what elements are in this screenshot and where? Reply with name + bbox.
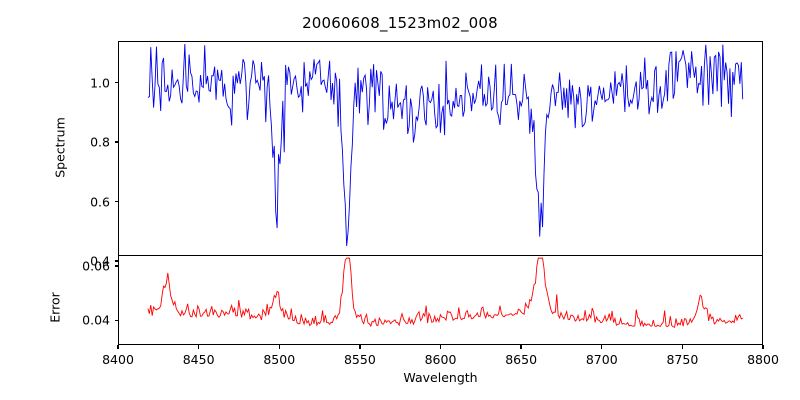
spectrum-ytick-mark xyxy=(114,200,118,203)
error-ytick-mark xyxy=(114,265,118,267)
spectrum-ytick-label: 0.4 xyxy=(90,253,110,269)
x-tick-mark xyxy=(601,345,603,349)
x-axis-label: Wavelength xyxy=(403,370,478,385)
x-tick-label: 8800 xyxy=(747,352,779,367)
spectrum-plot-line xyxy=(119,42,762,255)
spectrum-axes xyxy=(118,41,763,255)
x-tick-label: 8600 xyxy=(424,352,457,367)
x-tick-label: 8700 xyxy=(585,352,618,367)
x-tick-mark xyxy=(278,345,280,349)
x-tick-mark xyxy=(762,345,764,349)
x-tick-label: 8450 xyxy=(182,352,215,367)
spectrum-y-axis-label: Spectrum xyxy=(52,117,68,178)
spectrum-ytick-label: 0.8 xyxy=(90,134,110,150)
chart-title: 20060608_1523m02_008 xyxy=(302,14,498,32)
x-tick-label: 8500 xyxy=(263,352,296,367)
spectrum-ytick-label: 1.0 xyxy=(90,75,110,91)
spectrum-ytick-mark xyxy=(114,260,118,262)
x-tick-label: 8750 xyxy=(666,352,699,367)
x-tick-mark xyxy=(520,345,522,349)
x-tick-mark xyxy=(197,345,200,349)
error-ytick-label: 0.06 xyxy=(82,258,110,274)
error-plot-line xyxy=(119,256,762,344)
spectrum-ytick-mark xyxy=(114,81,118,84)
error-axes xyxy=(118,255,763,345)
x-tick-label: 8400 xyxy=(102,352,134,367)
x-tick-mark xyxy=(681,345,684,349)
x-tick-label: 8650 xyxy=(505,352,538,367)
error-ytick-mark xyxy=(114,319,118,322)
x-tick-mark xyxy=(439,345,442,349)
spectrum-ytick-label: 0.6 xyxy=(90,194,110,209)
error-ytick-label: 0.04 xyxy=(82,312,110,328)
x-tick-mark xyxy=(117,345,119,349)
x-tick-label: 8550 xyxy=(343,352,376,367)
error-y-axis-label: Error xyxy=(47,292,63,323)
spectrum-ytick-mark xyxy=(114,141,118,143)
x-tick-mark xyxy=(359,345,361,349)
